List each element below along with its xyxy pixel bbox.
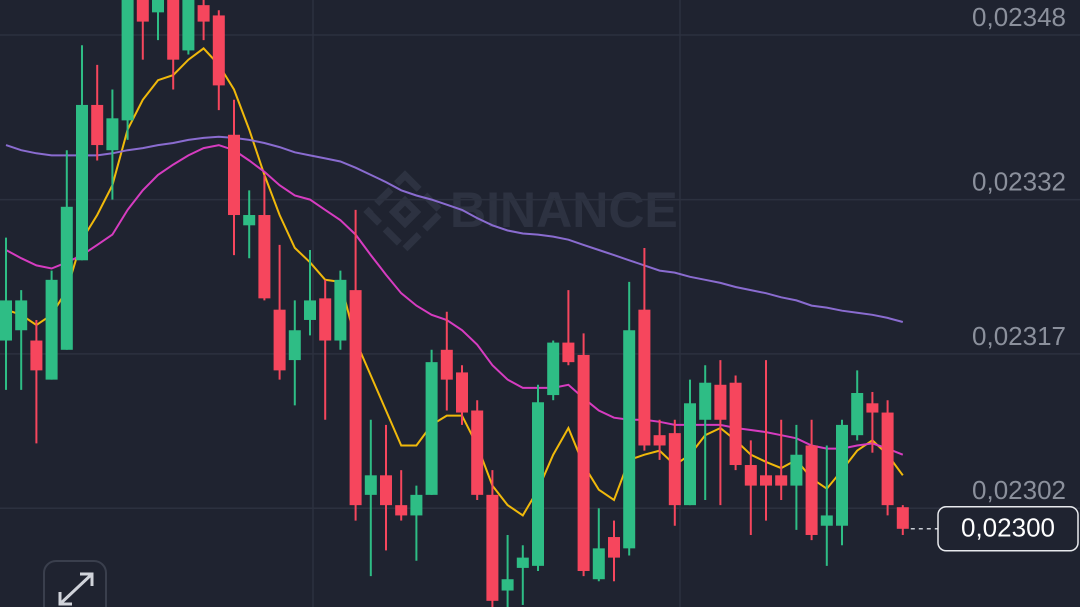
candle-body [319,298,332,341]
candle-body [304,300,316,320]
y-tick-label: 0,02348 [972,2,1066,32]
candle-body [668,433,681,506]
candle-body [136,0,149,22]
candle-body [486,494,499,601]
ma-line [5,47,904,517]
candle-body [851,393,864,436]
candle-body [197,5,210,22]
candle-body [805,445,818,535]
candle-body [45,279,58,380]
candle-body [243,215,256,226]
candle-body [638,309,651,446]
last-price-label: 0,02300 [961,513,1055,543]
ma-lines [5,47,904,517]
candle-body [30,340,43,371]
candle-body [167,0,180,60]
watermark: BINANCE [363,170,678,254]
candle-body [896,507,909,529]
expand-button[interactable] [43,560,107,607]
candle-body [0,300,12,341]
candle-body [836,424,848,526]
candle-body [273,309,286,371]
candle-body [790,454,803,486]
candle-body [334,279,347,341]
candle-body [106,118,119,151]
candle-body [364,475,377,495]
candle-body [440,349,453,380]
candle-body [547,342,560,396]
candle-body [714,384,727,420]
candle-body [121,0,134,121]
candle-body [653,435,666,446]
candle-body [76,104,88,261]
candle-body [456,372,468,413]
ma-line [5,135,904,323]
candle-body [699,382,712,420]
candle-body [380,475,392,506]
candle-body [881,412,894,506]
candle-body [152,0,164,13]
watermark-logo [363,170,447,254]
candle-body [820,515,833,526]
candle-body [866,403,879,413]
candle-body [744,465,757,486]
candle-body [608,537,620,558]
candle-body [349,290,362,506]
candle-body [729,382,742,466]
expand-button-bg[interactable] [43,560,107,607]
candle-body [592,548,605,580]
candle-body [760,475,772,486]
candle-body [501,579,514,591]
ma-line [5,144,904,456]
candle-body [182,0,195,51]
y-tick-label: 0,02317 [972,321,1066,351]
y-tick-label: 0,02302 [972,475,1066,505]
candle-body [623,330,636,549]
candle-body [684,403,696,506]
candle-body [775,475,788,486]
candle-body [15,300,28,331]
candle-body [60,206,73,350]
expand-icon[interactable] [58,572,94,606]
candle-body [395,505,408,516]
candle-body [471,410,484,495]
candle-body [425,362,438,495]
y-tick-label: 0,02332 [972,166,1066,196]
candle-body [288,330,301,361]
candle-body [562,342,575,363]
candle-body [532,402,544,566]
candle-body [258,215,271,299]
candle-body [410,494,423,516]
candles [0,0,909,607]
price-labels: 0,02348 0,02332 0,02317 0,02302 0,02300 [910,2,1079,552]
candle-body [212,15,225,86]
candle-body [516,557,529,568]
candle-body [577,354,590,571]
candle-body [228,134,240,216]
watermark-text: BINANCE [450,182,678,238]
last-price-box [937,506,1079,552]
candle-body [91,104,104,146]
